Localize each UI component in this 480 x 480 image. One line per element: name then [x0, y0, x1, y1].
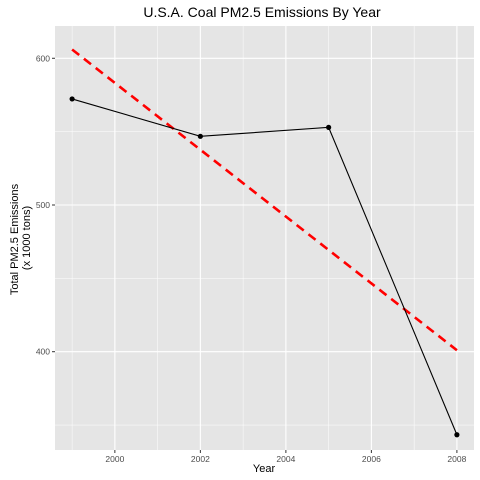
grid-minor: [55, 26, 474, 450]
y-tick-label: 400: [36, 347, 50, 357]
x-axis-title: Year: [253, 463, 276, 475]
data-point: [69, 96, 75, 102]
chart-title: U.S.A. Coal PM2.5 Emissions By Year: [143, 4, 381, 20]
x-axis: 2000 2002 2004 2006 2008: [105, 450, 467, 464]
trend-line: [71, 48, 458, 352]
x-tick-label: 2008: [447, 454, 466, 464]
trend-layer: [71, 48, 458, 352]
y-tick-label: 600: [36, 53, 50, 63]
series-line: [71, 98, 458, 435]
data-point: [326, 124, 332, 130]
y-axis-title: Total PM2.5 Emissions (x 1000 tons): [9, 181, 33, 295]
y-axis-title-line-2: (x 1000 tons): [21, 206, 33, 270]
series-layer: [69, 96, 460, 438]
y-axis-title-line-1: Total PM2.5 Emissions: [9, 183, 21, 295]
data-point: [197, 133, 203, 139]
y-axis: 400 500 600: [36, 53, 55, 357]
grid-major: [55, 26, 474, 450]
x-tick-label: 2004: [276, 454, 295, 464]
x-tick-label: 2002: [191, 454, 210, 464]
x-tick-label: 2006: [362, 454, 381, 464]
y-tick-label: 500: [36, 200, 50, 210]
plot-panel: [55, 26, 474, 450]
x-tick-label: 2000: [105, 454, 124, 464]
data-point: [454, 432, 460, 438]
